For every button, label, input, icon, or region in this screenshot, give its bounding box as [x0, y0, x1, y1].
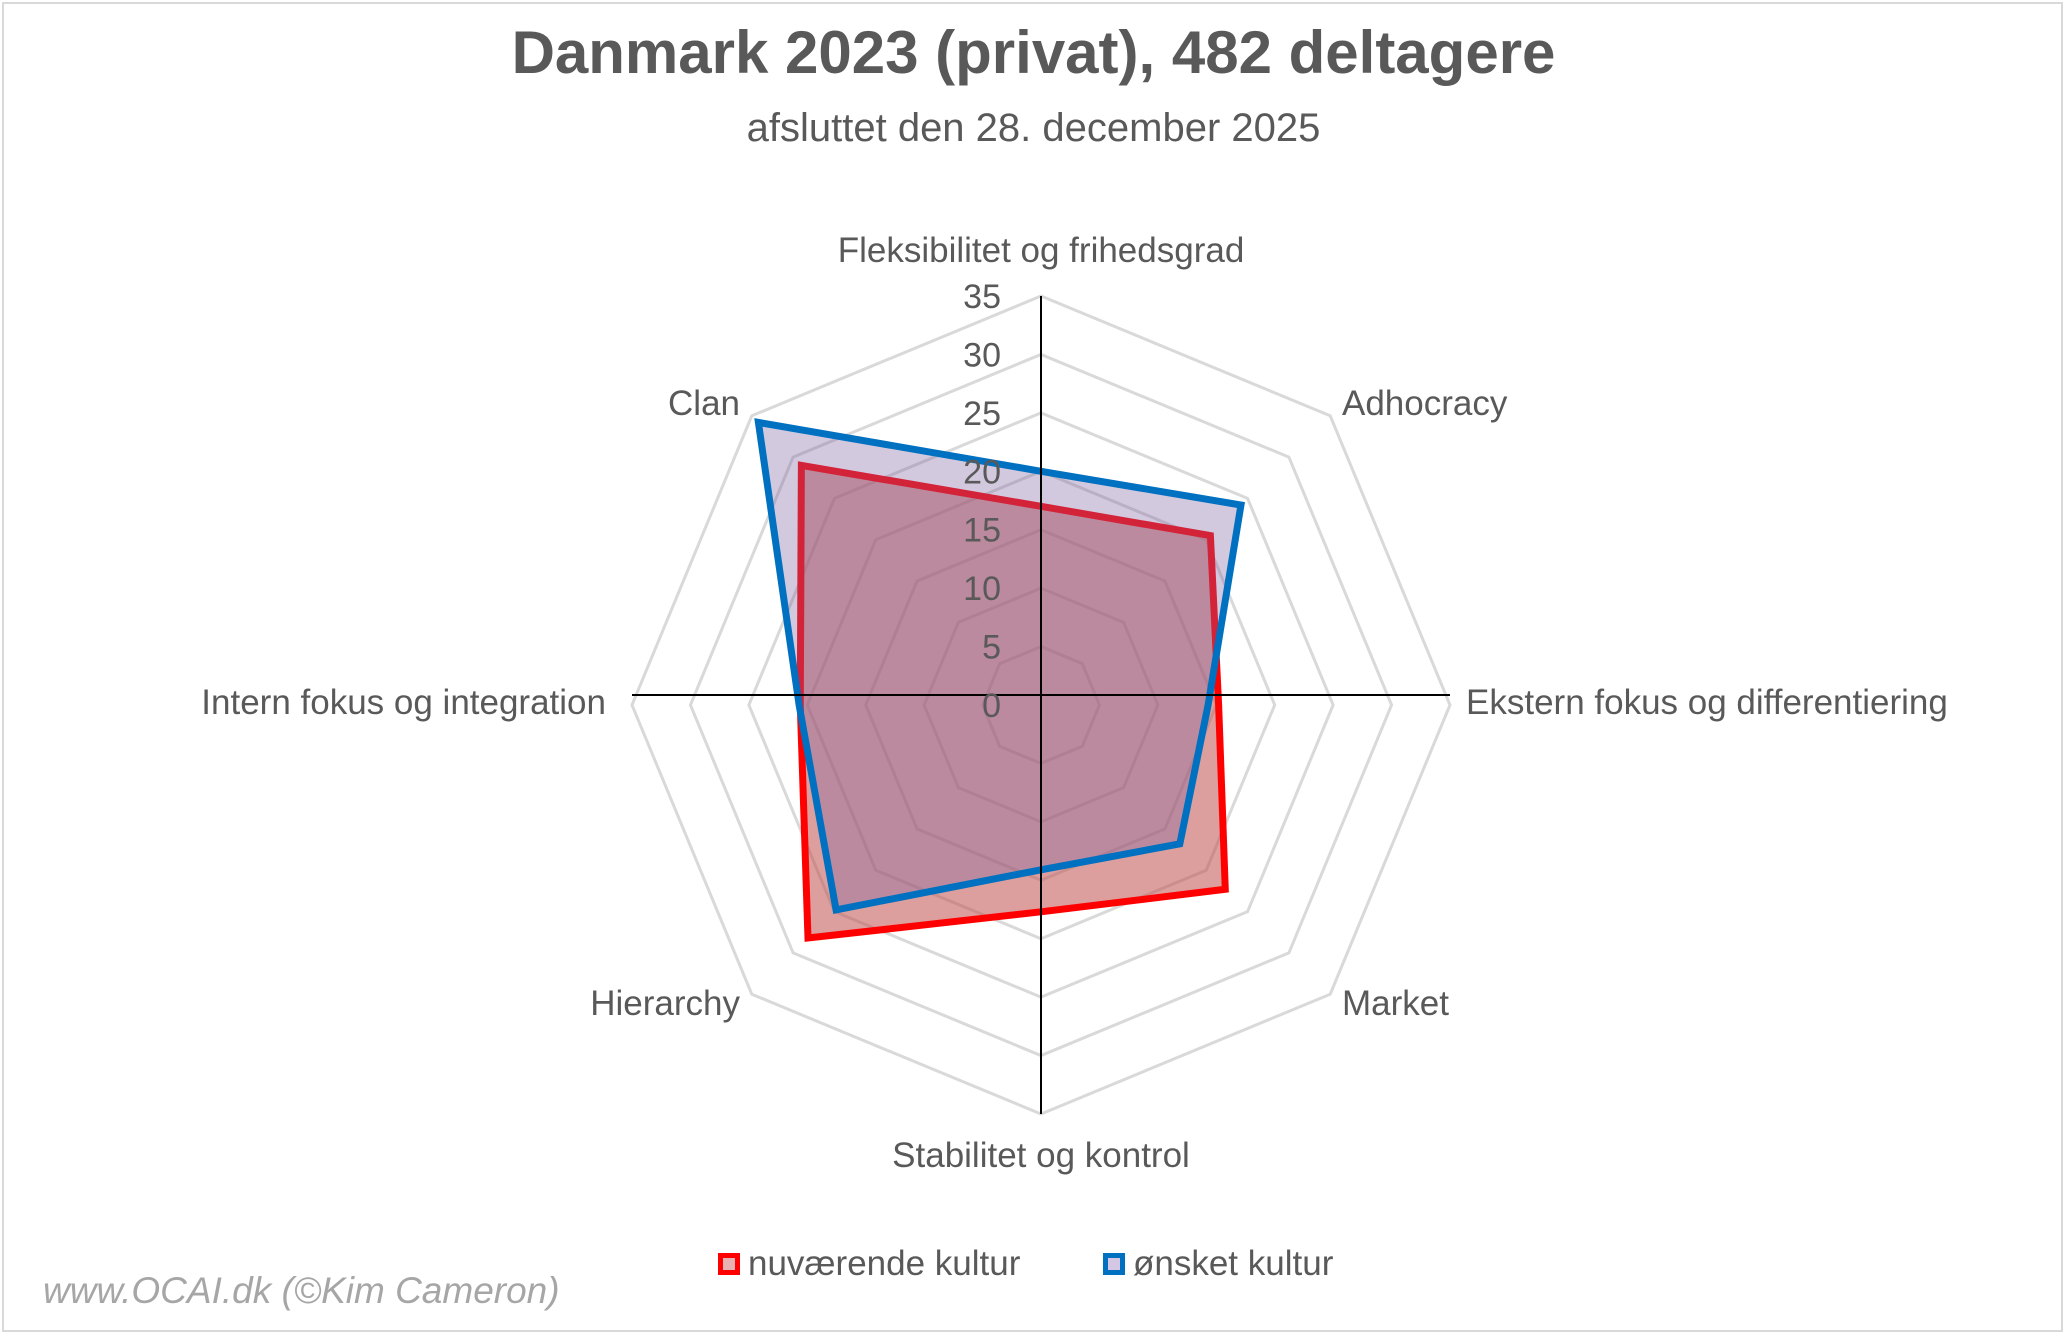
tick-label: 10 [963, 570, 1001, 608]
tick-label: 20 [963, 453, 1001, 491]
tick-label: 15 [963, 512, 1001, 550]
tick-label: 5 [982, 629, 1001, 667]
legend-swatch-current [718, 1253, 740, 1275]
series-1-point [1207, 704, 1209, 706]
series-0-point [1209, 535, 1211, 537]
axis-label: Market [1342, 984, 1449, 1023]
series-1-point [798, 704, 800, 706]
series-1-point [757, 421, 759, 423]
legend-label-current: nuværende kultur [748, 1244, 1021, 1283]
tick-label: 25 [963, 395, 1001, 433]
series-0-point [807, 937, 809, 939]
legend-swatch-desired [1103, 1253, 1125, 1275]
series-0-point [1224, 888, 1226, 890]
axis-label: Adhocracy [1342, 384, 1508, 423]
tick-label: 30 [963, 336, 1001, 374]
series-1-point [835, 909, 837, 911]
tick-label: 35 [963, 278, 1001, 316]
axis-label: Intern fokus og integration [201, 683, 606, 722]
tick-label: 0 [982, 687, 1001, 725]
axis-label: Stabilitet og kontrol [892, 1136, 1190, 1175]
series-0-point [800, 464, 802, 466]
axis-label: Ekstern fokus og differentiering [1466, 683, 1948, 722]
legend-item-current: nuværende kultur [718, 1244, 1020, 1284]
legend-item-desired: ønsket kultur [1103, 1244, 1333, 1284]
axis-label: Fleksibilitet og frihedsgrad [838, 231, 1245, 270]
chart-subtitle: afsluttet den 28. december 2025 [746, 106, 1321, 150]
watermark: www.OCAI.dk (©Kim Cameron) [43, 1270, 560, 1311]
axis-label: Clan [668, 384, 740, 423]
series-1-point [1179, 843, 1181, 845]
axis-label: Hierarchy [590, 984, 740, 1023]
series-1-point [1240, 504, 1242, 506]
chart-title: Danmark 2023 (privat), 482 deltagere [511, 19, 1556, 86]
legend-label-desired: ønsket kultur [1133, 1244, 1334, 1283]
series-0-point [1218, 704, 1220, 706]
